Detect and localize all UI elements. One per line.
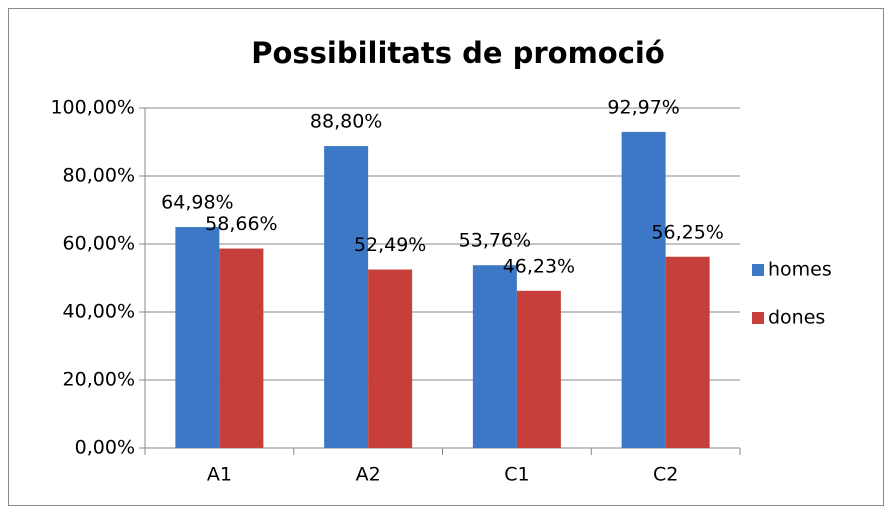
chart-title: Possibilitats de promoció	[251, 36, 665, 70]
value-label: 52,49%	[354, 234, 426, 256]
legend-swatch	[752, 312, 764, 324]
value-label: 46,23%	[503, 255, 575, 277]
x-tick-label: C2	[653, 464, 678, 486]
bar	[621, 131, 666, 449]
bar	[368, 269, 413, 448]
bar	[516, 290, 561, 448]
value-label: 88,80%	[310, 111, 382, 133]
y-tick-label: 80,00%	[63, 165, 135, 187]
y-tick-label: 0,00%	[75, 437, 135, 459]
bar	[219, 248, 264, 448]
value-label: 56,25%	[651, 221, 723, 243]
bar	[175, 227, 220, 448]
value-label: 53,76%	[459, 230, 531, 252]
y-tick-label: 100,00%	[50, 97, 135, 119]
x-tick-label: C1	[504, 464, 529, 486]
value-label: 92,97%	[607, 96, 679, 118]
y-tick-label: 20,00%	[63, 369, 135, 391]
y-tick-label: 60,00%	[63, 233, 135, 255]
legend-label: homes	[768, 259, 832, 281]
value-label: 64,98%	[161, 192, 233, 214]
legend-label: dones	[768, 307, 825, 329]
bar	[472, 265, 517, 448]
value-label: 58,66%	[205, 213, 277, 235]
x-tick-label: A2	[356, 464, 381, 486]
legend-swatch	[752, 264, 764, 276]
bar	[324, 146, 369, 448]
bar	[665, 256, 710, 448]
y-tick-label: 40,00%	[63, 301, 135, 323]
chart-border	[8, 8, 884, 506]
x-tick-label: A1	[207, 464, 232, 486]
